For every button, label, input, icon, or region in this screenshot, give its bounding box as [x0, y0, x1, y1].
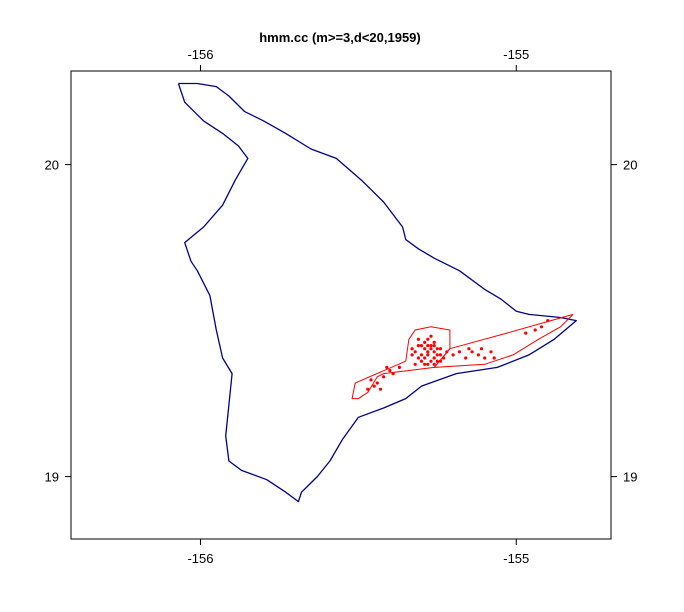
event-point	[476, 353, 480, 357]
event-point	[438, 353, 443, 357]
event-point	[416, 356, 420, 360]
event-point	[426, 350, 430, 354]
event-point	[432, 344, 436, 348]
event-point	[419, 344, 424, 348]
event-point	[470, 350, 474, 354]
event-point	[413, 362, 417, 366]
event-point	[426, 362, 430, 366]
x-tick-label-top: -156	[187, 47, 213, 62]
event-point	[483, 356, 487, 360]
event-point	[382, 375, 386, 379]
event-point	[397, 365, 401, 369]
event-point	[451, 353, 455, 357]
event-point	[385, 365, 389, 369]
y-tick-label-right: 20	[623, 158, 637, 173]
event-point	[378, 387, 383, 391]
event-point	[426, 344, 430, 348]
event-point	[413, 350, 417, 354]
x-tick-label-bottom: -155	[503, 551, 529, 566]
event-point	[492, 356, 496, 360]
event-point	[416, 344, 420, 348]
event-point	[539, 325, 544, 329]
event-point	[464, 356, 468, 360]
event-point	[410, 353, 414, 357]
event-point	[423, 356, 427, 360]
event-point	[442, 356, 446, 360]
event-point	[423, 347, 427, 351]
event-point	[419, 353, 424, 357]
event-point	[445, 350, 449, 354]
y-tick-label-right: 19	[623, 470, 637, 485]
event-point	[426, 353, 430, 357]
region-polygon	[351, 326, 451, 400]
event-point	[435, 353, 439, 357]
event-point	[479, 347, 484, 351]
y-tick-label-left: 20	[45, 158, 59, 173]
event-point	[467, 347, 471, 351]
event-point	[546, 319, 550, 323]
event-point	[375, 381, 379, 385]
event-point	[388, 368, 392, 373]
event-point	[410, 347, 414, 351]
event-point	[432, 356, 436, 360]
event-point	[429, 347, 433, 351]
event-point	[419, 359, 424, 363]
event-point	[429, 344, 433, 348]
x-tick-label-top: -155	[503, 47, 529, 62]
data-layer	[177, 82, 577, 503]
event-point	[429, 359, 433, 363]
event-point	[391, 372, 395, 376]
chart-title: hmm.cc (m>=3,d<20,1959)	[259, 30, 421, 45]
event-point	[432, 340, 436, 344]
coastline	[177, 82, 577, 503]
event-point	[435, 359, 439, 363]
event-point	[435, 347, 439, 351]
event-point	[416, 337, 420, 341]
plot-frame	[70, 70, 612, 540]
event-point	[533, 328, 537, 332]
event-point	[423, 362, 427, 366]
event-point	[432, 350, 436, 354]
x-tick-label-bottom: -156	[187, 551, 213, 566]
event-point	[366, 387, 370, 391]
event-point	[429, 334, 433, 338]
event-point	[438, 359, 443, 363]
ticks-layer: -156 -156 -155 -155 19 19 20 20	[45, 47, 638, 566]
event-point	[426, 337, 430, 341]
event-point	[438, 347, 443, 351]
event-point	[489, 350, 493, 354]
event-point	[372, 384, 376, 388]
event-point	[369, 378, 373, 382]
event-point	[524, 331, 528, 335]
y-tick-label-left: 19	[45, 470, 59, 485]
event-point	[457, 350, 461, 354]
region-polygon	[433, 313, 574, 368]
event-point	[432, 362, 436, 366]
event-point	[423, 340, 427, 344]
